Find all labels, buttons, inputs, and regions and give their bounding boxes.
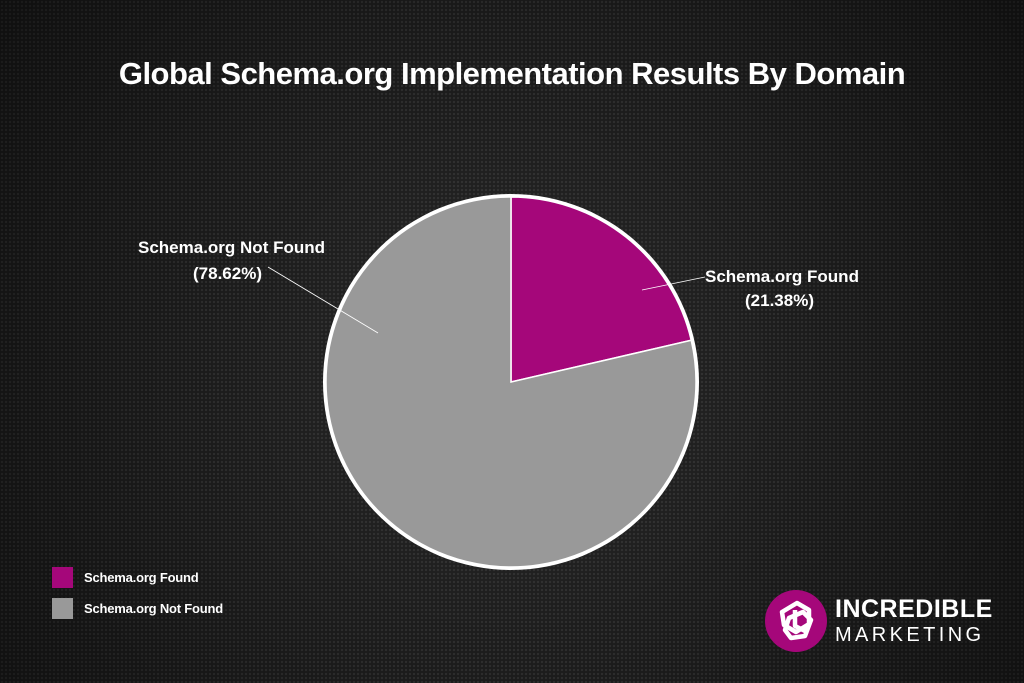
slice-label-percent-1: (78.62%) xyxy=(193,264,262,283)
slice-label-name-0: Schema.org Found xyxy=(705,267,859,286)
slice-label-percent-0: (21.38%) xyxy=(745,291,814,310)
legend: Schema.org Found Schema.org Not Found xyxy=(52,566,223,628)
legend-swatch-found xyxy=(52,566,73,588)
legend-label-not-found: Schema.org Not Found xyxy=(84,600,224,616)
leader-line-0 xyxy=(641,276,706,291)
legend-item-found: Schema.org Found xyxy=(52,566,223,588)
brand-name-line1: INCREDIBLE xyxy=(835,595,993,623)
pie-labels: Schema.org Found (21.38%) Schema.org Not F… xyxy=(138,238,859,334)
legend-swatch-not-found xyxy=(52,597,73,619)
leader-line-1 xyxy=(267,266,379,334)
legend-item-not-found: Schema.org Not Found xyxy=(52,597,223,619)
brand-logo: INCREDIBLE MARKETING xyxy=(765,590,993,652)
pie-slice-schema-org-found xyxy=(510,196,693,383)
pie-slice-schema-org-not-found xyxy=(325,196,697,568)
legend-label-found: Schema.org Found xyxy=(84,569,199,585)
incredible-marketing-logo-icon xyxy=(765,590,827,652)
chart-title: Global Schema.org Implementation Results… xyxy=(118,56,906,91)
slice-label-name-1: Schema.org Not Found xyxy=(138,238,325,257)
pie-slices xyxy=(323,194,699,570)
brand-name-line2: MARKETING xyxy=(835,624,985,646)
